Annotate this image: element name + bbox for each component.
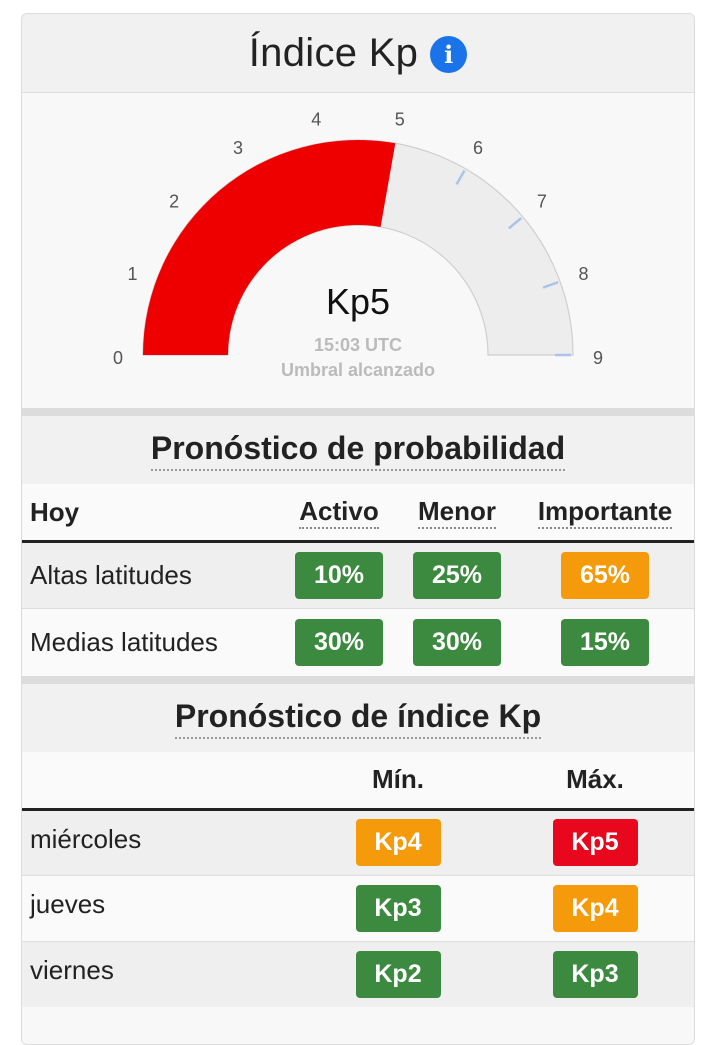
kp-max-badge: Kp5 <box>552 819 638 866</box>
kp-forecast-table: Mín. Máx. miércoles Kp4 Kp5 jueves Kp3 K… <box>22 751 694 1007</box>
row-label: viernes <box>22 940 300 1007</box>
table-header-row: Mín. Máx. <box>22 751 694 811</box>
gauge-tick-label: 1 <box>127 264 137 284</box>
gauge-tick-label: 3 <box>233 138 243 158</box>
section-divider <box>22 408 694 416</box>
kp-forecast-title: Pronóstico de índice Kp <box>174 697 542 739</box>
probability-badge: 65% <box>561 552 649 599</box>
kp-min-badge: Kp4 <box>355 819 441 866</box>
page-title: Índice Kp <box>248 30 419 75</box>
col-menor[interactable]: Menor <box>398 484 516 543</box>
row-label: Altas latitudes <box>30 560 192 590</box>
card-header: Índice Kp i <box>22 14 694 93</box>
table-row: Medias latitudes 30% 30% 15% <box>22 608 694 676</box>
kp-index-card: Índice Kp i 0 1 2 3 4 5 6 7 8 9 Kp5 15:03 UTC Umb… <box>21 13 695 1045</box>
row-label: miércoles <box>30 823 142 854</box>
probability-table: Hoy Activo Menor Importante Altas latitu… <box>22 484 694 676</box>
kp-max-badge: Kp4 <box>552 884 638 932</box>
gauge-tick-label: 0 <box>113 348 123 368</box>
gauge-tick-label: 2 <box>169 192 179 212</box>
gauge-fill <box>143 140 396 355</box>
kp-max-badge: Kp3 <box>552 950 638 998</box>
kp-min-badge: Kp2 <box>355 950 441 998</box>
table-row: jueves Kp3 Kp4 <box>22 874 694 941</box>
col-importante[interactable]: Importante <box>516 484 694 543</box>
gauge-tick-label: 5 <box>395 110 405 130</box>
probability-title-bar: Pronóstico de probabilidad <box>22 416 694 484</box>
table-header-row: Hoy Activo Menor Importante <box>22 484 694 543</box>
gauge-tick-label: 7 <box>537 192 547 212</box>
gauge-tick-label: 8 <box>578 264 588 284</box>
gauge-time: 15:03 UTC <box>314 335 402 355</box>
table-row: Altas latitudes 10% 25% 65% <box>22 541 694 609</box>
gauge-minor-ticks <box>455 169 571 357</box>
gauge-minor-tick <box>455 169 466 186</box>
gauge-minor-tick <box>542 280 559 289</box>
section-divider <box>22 675 694 684</box>
col-max: Máx. <box>496 751 694 811</box>
gauge-status: Umbral alcanzado <box>281 360 435 380</box>
gauge-tick-label: 6 <box>473 138 483 158</box>
probability-title: Pronóstico de probabilidad <box>150 429 566 471</box>
probability-badge: 10% <box>295 552 383 599</box>
table-row: viernes Kp2 Kp3 <box>22 940 694 1007</box>
probability-badge: 25% <box>413 552 501 599</box>
probability-badge: 15% <box>561 618 649 666</box>
info-icon[interactable]: i <box>430 35 468 73</box>
row-label: jueves <box>22 874 300 941</box>
gauge-svg: 0 1 2 3 4 5 6 7 8 9 Kp5 15:03 UTC Umbral alcanzad… <box>113 110 603 380</box>
col-min: Mín. <box>300 751 496 811</box>
kp-min-badge: Kp3 <box>355 884 441 932</box>
probability-badge: 30% <box>295 618 383 666</box>
probability-badge: 30% <box>413 618 501 666</box>
gauge-tick-label: 4 <box>311 110 321 130</box>
kp-forecast-title-bar: Pronóstico de índice Kp <box>22 683 694 752</box>
table-row: miércoles Kp4 Kp5 <box>22 809 694 875</box>
kp-gauge: 0 1 2 3 4 5 6 7 8 9 Kp5 15:03 UTC Umbral alcanzad… <box>22 93 694 408</box>
gauge-tick-labels: 0 1 2 3 4 5 6 7 8 9 <box>113 110 603 368</box>
col-activo[interactable]: Activo <box>280 484 398 543</box>
col-day <box>22 751 300 811</box>
gauge-minor-tick <box>508 217 522 230</box>
gauge-tick-label: 9 <box>593 348 603 368</box>
row-label: Medias latitudes <box>22 608 280 676</box>
gauge-value: Kp5 <box>326 281 390 322</box>
col-hoy: Hoy <box>22 484 280 543</box>
